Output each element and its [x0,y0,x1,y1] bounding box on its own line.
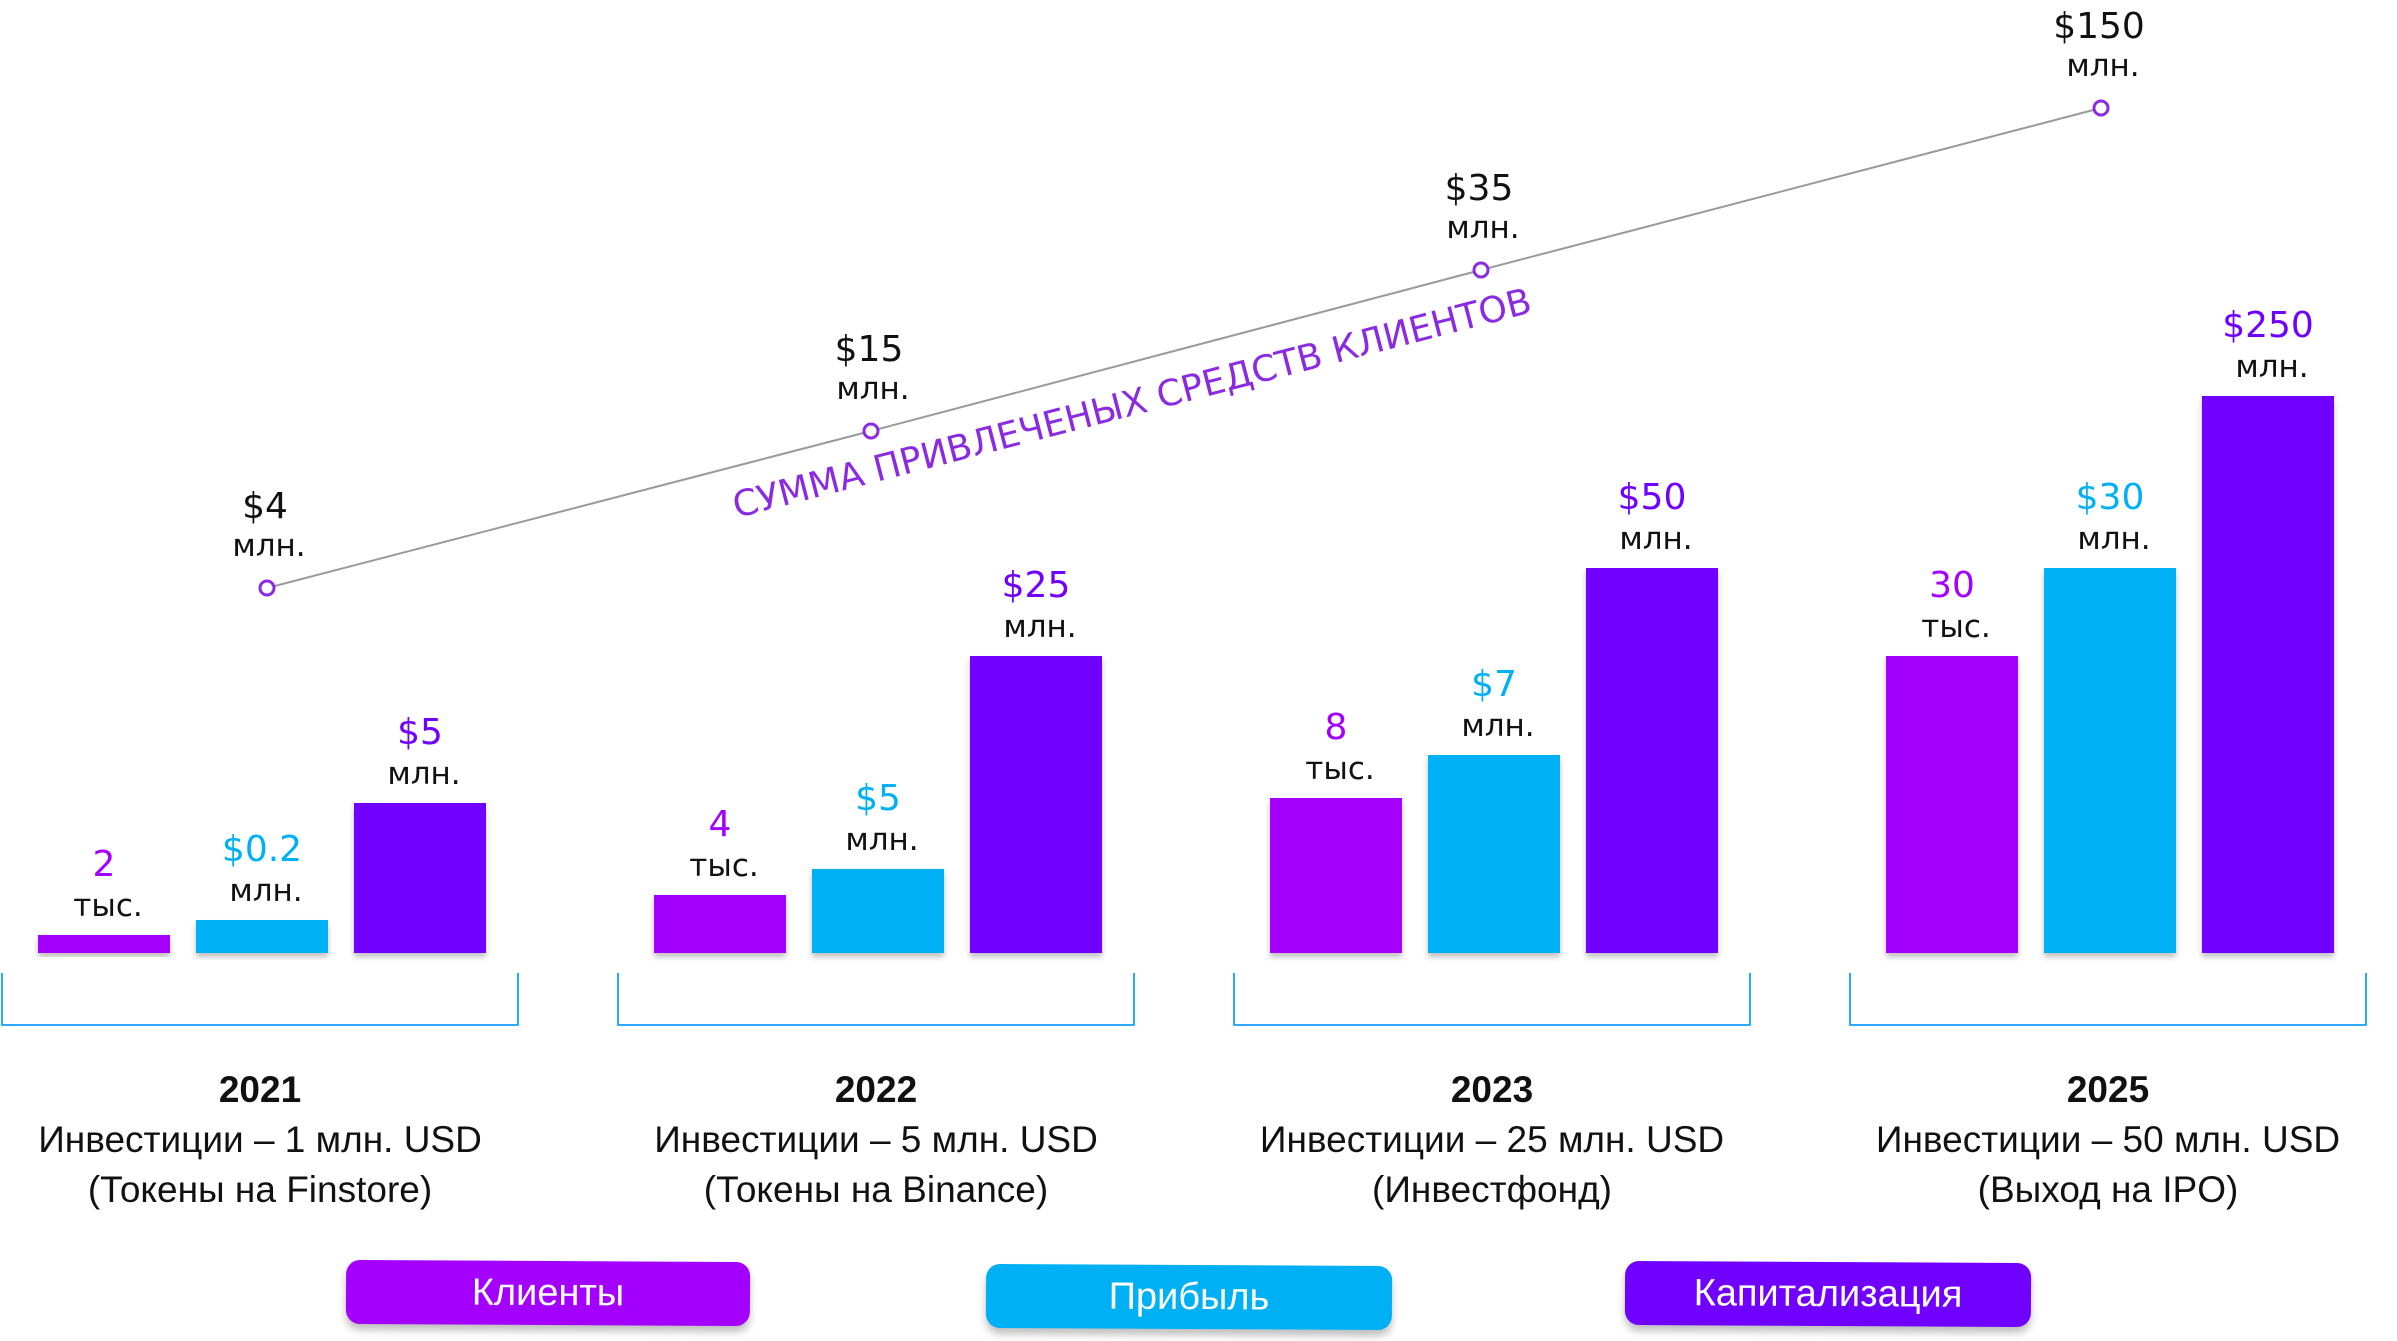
line-unit-label: млн. [1446,210,1519,246]
bar-unit-label: млн. [1003,609,1076,645]
bar-profit-2022 [812,869,944,953]
bar-unit-label: млн. [387,756,460,792]
legend-item-clients: Клиенты [345,1259,751,1327]
bar-unit-label: млн. [845,822,918,858]
bar-capitalization-2025 [2202,396,2334,953]
bar-value-label: 2 [93,844,116,885]
line-unit-label: млн. [836,371,909,407]
bar-capitalization-2022 [970,656,1102,953]
group-investment-label: Инвестиции – 50 млн. USD [1876,1119,2340,1160]
legend-item-capitalization: Капитализация [1624,1260,2032,1328]
group-bracket [1,973,519,1026]
bar-unit-label: млн. [1619,521,1692,557]
bar-clients-2023 [1270,798,1402,953]
bar-clients-2021 [38,935,170,953]
bar-value-label: 30 [1929,565,1975,606]
bar-profit-2021 [196,920,328,953]
group-investment-label: Инвестиции – 25 млн. USD [1260,1119,1724,1160]
bar-clients-2025 [1886,656,2018,953]
bar-unit-label: млн. [2077,521,2150,557]
group-year-label: 2021 [219,1069,301,1110]
bar-clients-2022 [654,895,786,953]
bar-capitalization-2023 [1586,568,1718,953]
bar-profit-2025 [2044,568,2176,953]
bar-profit-2023 [1428,755,1560,953]
group-bracket [617,973,1135,1026]
bar-value-label: $25 [1002,565,1071,606]
line-unit-label: млн. [232,528,305,564]
line-value-label: $15 [835,329,904,370]
line-point-marker [1472,261,1490,279]
bar-value-label: $5 [397,712,443,753]
group-year-label: 2025 [2067,1069,2149,1110]
bar-unit-label: тыс. [73,888,142,924]
bar-unit-label: тыс. [1305,751,1374,787]
line-value-label: $150 [2053,6,2145,47]
group-year-label: 2023 [1451,1069,1533,1110]
line-point-marker [862,422,880,440]
bar-value-label: $50 [1618,477,1687,518]
group-bracket [1849,973,2367,1026]
bar-unit-label: тыс. [689,848,758,884]
bar-capitalization-2021 [354,803,486,953]
line-value-label: $4 [242,486,288,527]
group-investment-label: Инвестиции – 1 млн. USD [38,1119,482,1160]
legend-item-profit: Прибыль [985,1263,1393,1331]
bar-unit-label: млн. [1461,708,1534,744]
bar-value-label: $7 [1471,664,1517,705]
line-series-path [266,107,2102,589]
bar-value-label: $250 [2222,305,2314,346]
group-note-label: (Инвестфонд) [1372,1169,1612,1210]
group-bracket [1233,973,1751,1026]
group-note-label: (Токены на Finstore) [88,1169,432,1210]
group-year-label: 2022 [835,1069,917,1110]
line-value-label: $35 [1445,168,1514,209]
bar-unit-label: млн. [229,873,302,909]
bar-value-label: 8 [1325,707,1348,748]
group-note-label: (Токены на Binance) [704,1169,1048,1210]
bar-value-label: 4 [709,804,732,845]
line-unit-label: млн. [2066,48,2139,84]
group-investment-label: Инвестиции – 5 млн. USD [654,1119,1098,1160]
bar-value-label: $30 [2076,477,2145,518]
line-point-marker [2092,99,2110,117]
bar-unit-label: тыс. [1921,609,1990,645]
bar-value-label: $0.2 [222,829,302,870]
bar-value-label: $5 [855,778,901,819]
line-point-marker [258,579,276,597]
bar-unit-label: млн. [2235,349,2308,385]
group-note-label: (Выход на IPO) [1978,1169,2239,1210]
